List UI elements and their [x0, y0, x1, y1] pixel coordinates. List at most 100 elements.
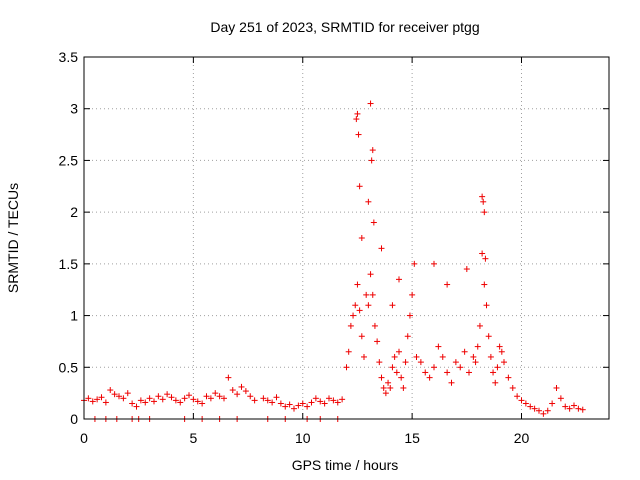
data-point [102, 399, 109, 406]
data-point [155, 393, 162, 400]
data-point [260, 395, 267, 402]
data-point [356, 307, 363, 314]
data-point [518, 397, 525, 404]
data-point [409, 291, 416, 298]
data-point [168, 394, 175, 401]
data-point [345, 348, 352, 355]
data-point [422, 369, 429, 376]
data-point [194, 398, 201, 405]
y-tick-label: 3 [70, 101, 78, 117]
data-point [116, 393, 122, 400]
data-point [400, 384, 407, 391]
data-point [376, 359, 383, 366]
data-point [536, 407, 542, 414]
data-point [562, 403, 569, 410]
data-point [371, 322, 378, 329]
data-point [527, 403, 534, 410]
data-point [482, 255, 489, 262]
data-point [177, 399, 184, 406]
data-point [264, 397, 271, 404]
y-tick-label: 0 [70, 411, 78, 427]
data-point [571, 402, 577, 409]
data-point [358, 235, 365, 241]
data-point [251, 397, 258, 404]
x-axis-label: GPS time / hours [292, 457, 399, 473]
data-point [304, 403, 311, 410]
data-point [431, 364, 437, 371]
data-points [81, 100, 586, 422]
data-point [354, 110, 361, 117]
data-point [435, 343, 442, 350]
data-point [470, 353, 477, 360]
data-point [330, 397, 337, 404]
data-point [273, 394, 280, 401]
data-point [396, 348, 402, 355]
data-point [369, 291, 376, 298]
data-point [356, 183, 363, 190]
data-point [339, 396, 346, 403]
data-point [98, 394, 105, 401]
data-point [452, 359, 459, 366]
data-point [355, 131, 362, 138]
data-point [367, 100, 374, 107]
data-point [557, 395, 564, 402]
data-point [472, 359, 479, 366]
data-point [444, 369, 451, 376]
data-point [378, 374, 385, 381]
x-tick-label: 5 [189, 430, 197, 446]
chart-title: Day 251 of 2023, SRMTID for receiver ptg… [210, 19, 479, 35]
data-point [234, 391, 241, 398]
data-point [496, 343, 503, 350]
data-point [514, 393, 521, 400]
data-point [151, 398, 157, 405]
x-tick-label: 15 [404, 430, 420, 446]
data-point [396, 276, 402, 283]
data-point [299, 400, 306, 407]
data-point [277, 400, 284, 407]
data-point [509, 384, 516, 391]
data-point [487, 353, 494, 360]
data-point [129, 400, 136, 407]
data-point [481, 281, 488, 288]
data-point [190, 396, 197, 403]
data-point [367, 271, 374, 278]
data-point [498, 348, 505, 355]
y-tick-label: 1 [70, 308, 78, 324]
data-point [354, 281, 361, 288]
data-point [308, 399, 315, 406]
data-point [334, 399, 341, 406]
data-point [111, 391, 118, 398]
data-point [413, 353, 420, 360]
data-point [199, 400, 206, 407]
data-point [448, 379, 455, 386]
y-tick-label: 3.5 [59, 49, 79, 65]
data-point [365, 198, 372, 205]
data-point [172, 397, 179, 404]
data-point [361, 353, 367, 360]
data-point [124, 390, 131, 397]
data-point [350, 312, 357, 319]
grid-lines [84, 57, 609, 419]
data-point [312, 395, 319, 402]
data-point [247, 393, 254, 400]
data-point [579, 406, 586, 413]
data-point [391, 353, 398, 360]
data-point [89, 398, 96, 405]
data-point [343, 364, 350, 371]
data-point [402, 359, 409, 366]
y-tick-label: 2 [70, 204, 78, 220]
data-point [242, 388, 249, 395]
data-point [457, 364, 464, 371]
data-point [295, 402, 302, 409]
data-point [490, 369, 497, 376]
data-point [531, 405, 538, 412]
data-point [480, 198, 487, 205]
data-point [374, 338, 381, 345]
data-point [137, 397, 144, 404]
data-point [216, 393, 223, 400]
data-point [269, 399, 276, 406]
data-point [474, 343, 481, 350]
data-point [352, 302, 359, 309]
data-point [522, 400, 529, 407]
